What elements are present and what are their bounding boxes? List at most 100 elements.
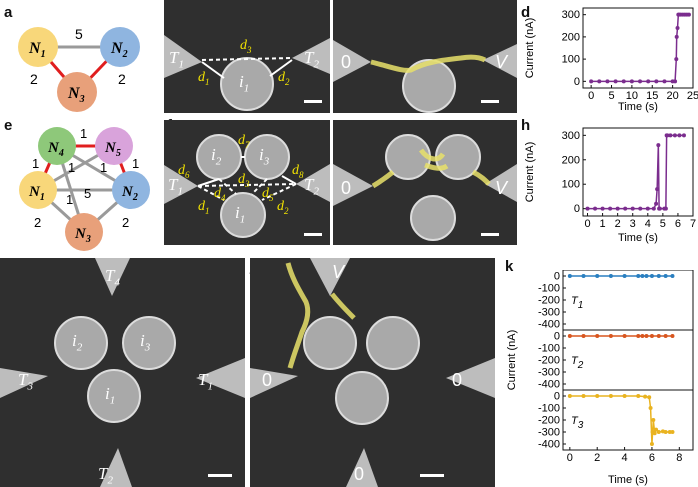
graph-e: N4 N5 N1 N2 N3 1 1 1 1 5 1 1 2 2 — [19, 126, 150, 251]
node-n2 — [100, 27, 140, 67]
island-label: i1 — [105, 384, 116, 407]
x-tick-label: 4 — [622, 452, 628, 464]
x-tick-label: 25 — [687, 90, 698, 102]
scale-bar — [304, 100, 322, 103]
x-tick-label: 6 — [649, 452, 655, 464]
y-tick-label: 0 — [574, 76, 580, 88]
node-n2-label: N2 — [121, 184, 138, 203]
distance-label: d2 — [277, 199, 289, 216]
sem-image-g: 0 V — [333, 120, 517, 245]
data-point — [623, 206, 628, 211]
series-line — [569, 395, 673, 445]
series-line — [587, 134, 684, 210]
x-tick-label: 4 — [645, 218, 651, 230]
x-axis-label: Time (s) — [618, 232, 658, 244]
data-point — [668, 133, 673, 138]
panel-label-e: e — [4, 117, 13, 134]
data-point — [651, 418, 656, 422]
scale-bar — [304, 233, 322, 236]
data-point — [673, 79, 678, 84]
terminal-label: T2 — [98, 464, 113, 487]
y-tick-label: 100 — [562, 54, 580, 66]
x-tick-label: 2 — [615, 218, 621, 230]
node-n5-label: N5 — [104, 140, 121, 159]
y-tick-label: 200 — [562, 31, 580, 43]
data-point — [648, 406, 653, 410]
data-point — [622, 334, 627, 338]
y-tick-label: 300 — [562, 130, 580, 142]
data-point — [615, 206, 620, 211]
data-point — [663, 430, 668, 434]
distance-label: d5 — [262, 186, 274, 203]
terminal-v-label: V — [495, 52, 508, 72]
x-tick-label: 2 — [594, 452, 600, 464]
distance-label: d2 — [278, 70, 290, 87]
sem-image-j: V 0 0 0 — [250, 258, 495, 487]
data-point — [585, 206, 590, 211]
subplot-label: T3 — [571, 415, 584, 431]
x-axis-label: Time (s) — [618, 101, 658, 113]
node-n2 — [112, 171, 150, 209]
node-n1-label: N1 — [28, 184, 45, 203]
plot-frame — [582, 127, 694, 217]
y-tick-label: -200 — [538, 355, 560, 367]
data-point — [608, 394, 613, 398]
data-point — [605, 79, 610, 84]
data-point — [638, 79, 643, 84]
edge-weight: 1 — [32, 156, 39, 171]
data-point — [656, 430, 661, 434]
edge-weight: 2 — [118, 71, 126, 87]
y-tick-label: -400 — [538, 439, 560, 451]
data-point — [597, 79, 602, 84]
x-tick-label: 7 — [690, 218, 696, 230]
data-point — [686, 12, 691, 17]
distance-label: d3 — [238, 172, 250, 189]
sem-drawing — [333, 40, 517, 113]
x-tick-label: 3 — [630, 218, 636, 230]
sem-image-c: 0 V — [333, 0, 517, 113]
data-point — [643, 394, 648, 399]
node-n4-label: N4 — [47, 140, 64, 159]
sem-drawing — [333, 134, 517, 241]
data-point — [646, 79, 651, 84]
y-tick-label: 200 — [562, 154, 580, 166]
data-point — [674, 57, 679, 62]
node-n4 — [38, 127, 76, 165]
data-point — [640, 274, 645, 278]
sem-drawing — [164, 134, 330, 238]
subplot-label: T2 — [571, 355, 584, 371]
plot-frame — [582, 7, 694, 89]
data-point — [644, 274, 649, 278]
data-point — [654, 201, 659, 206]
data-point — [675, 26, 680, 30]
x-tick-label: 10 — [626, 90, 638, 102]
edge-weight: 1 — [68, 160, 75, 175]
terminal-label: T1 — [169, 48, 184, 71]
data-point — [636, 394, 641, 398]
x-tick-label: 0 — [584, 218, 590, 230]
x-tick-label: 20 — [667, 90, 679, 102]
scale-bar — [481, 233, 499, 236]
y-tick-label: 0 — [554, 271, 560, 283]
distance-label: d1 — [198, 199, 210, 216]
edge-weight: 2 — [34, 215, 41, 230]
data-point — [652, 431, 657, 436]
subplot-label: T1 — [571, 295, 583, 311]
data-point — [630, 206, 635, 211]
data-point — [595, 334, 600, 338]
data-point — [581, 394, 586, 398]
data-point — [629, 79, 634, 84]
data-point — [670, 334, 675, 338]
y-tick-label: -200 — [538, 415, 560, 427]
data-point — [672, 133, 677, 138]
data-point — [567, 334, 572, 338]
sem-drawing — [164, 35, 330, 111]
distance-label: d1 — [198, 70, 210, 87]
data-point — [647, 395, 652, 400]
x-tick-label: 5 — [608, 90, 614, 102]
data-point — [608, 274, 613, 278]
terminal-zero-label: 0 — [262, 370, 273, 390]
data-point — [667, 430, 672, 434]
island-label: i1 — [239, 72, 250, 95]
data-point — [670, 430, 675, 434]
